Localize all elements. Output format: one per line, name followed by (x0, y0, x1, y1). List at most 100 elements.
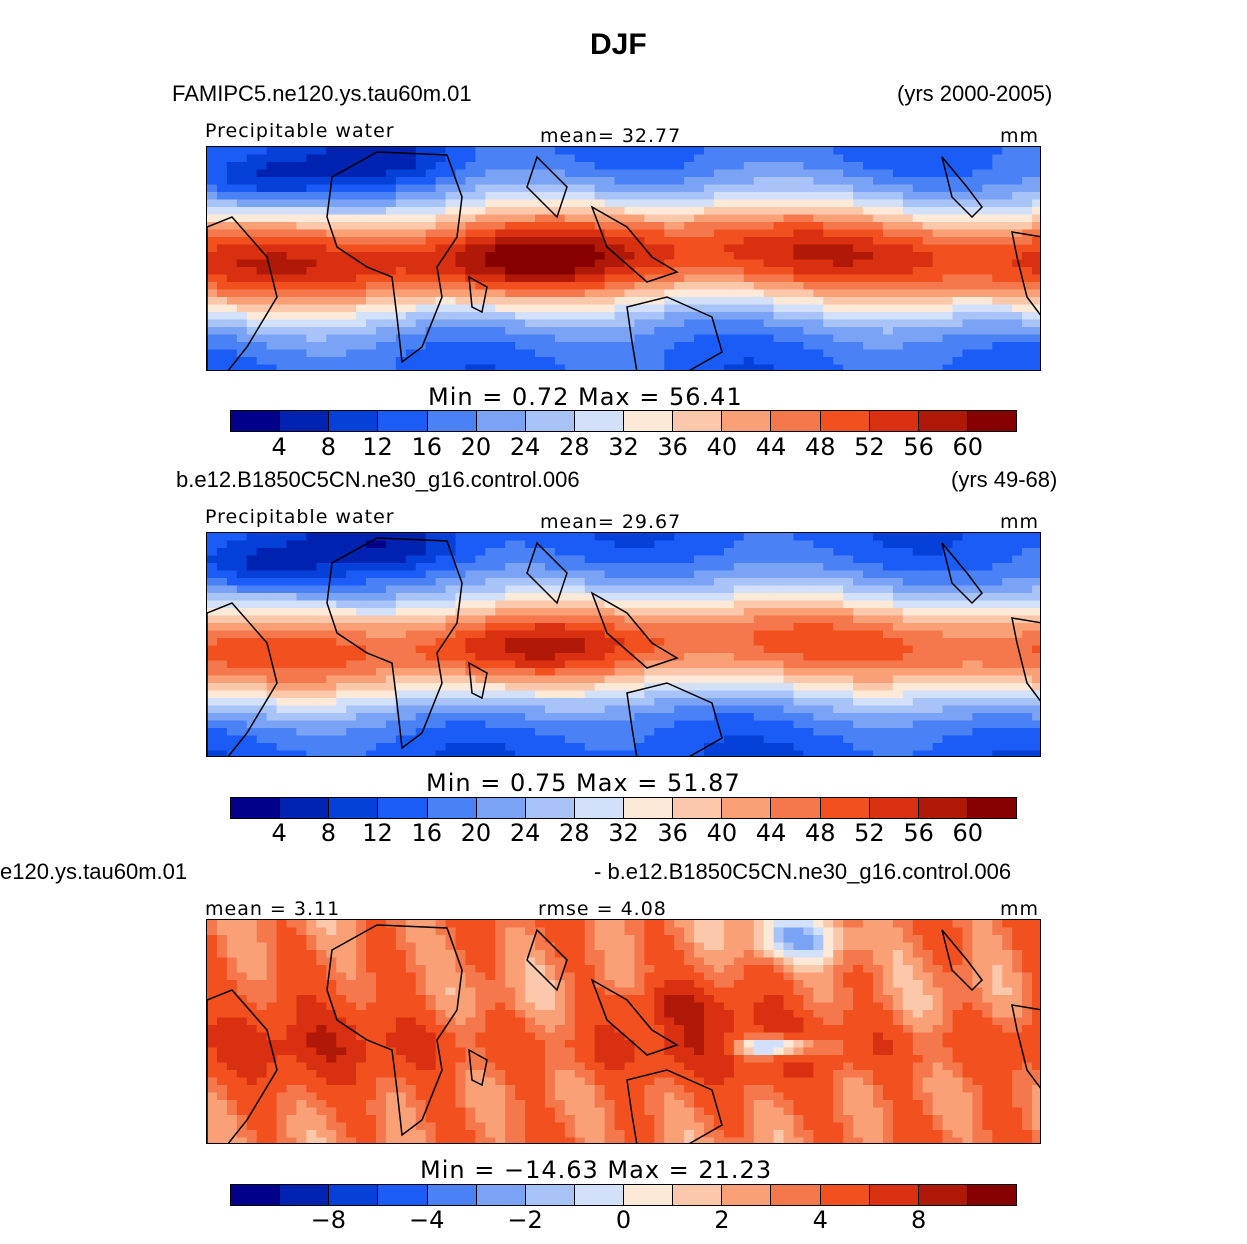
map-canvas (207, 147, 1040, 370)
colorbar-tick-label: 28 (559, 433, 590, 461)
colorbar-swatch (722, 1185, 772, 1205)
colorbar-swatch (525, 798, 575, 818)
colorbar-swatch (722, 411, 772, 431)
map-canvas (207, 920, 1040, 1143)
map-panel-model1 (206, 146, 1041, 371)
coastline (326, 151, 463, 364)
colorbar-tick-label: 56 (903, 433, 934, 461)
colorbar-swatch (967, 798, 1016, 818)
colorbar-swatch (476, 798, 526, 818)
colorbar-tick-label: 32 (608, 433, 639, 461)
colorbar-ticks: 4 8 12 16 20 24 28 32 36 40 44 48 52 56 60 (0, 819, 1247, 849)
colorbar-swatch (820, 798, 870, 818)
coastline (941, 542, 983, 605)
coastline (207, 989, 278, 1143)
colorbar-swatch (378, 1185, 428, 1205)
coastline (590, 978, 679, 1056)
coastline (526, 928, 568, 992)
map-canvas (207, 533, 1040, 756)
colorbar-tick-label: 0 (615, 1206, 632, 1234)
coastline (941, 156, 983, 219)
case-name-right: - b.e12.B1850C5CN.ne30_g16.control.006 (594, 859, 1012, 884)
minmax-stats: Min = −14.63 Max = 21.23 (420, 1156, 773, 1184)
colorbar-swatch (869, 798, 919, 818)
coastline (1011, 1004, 1040, 1089)
map-panel-difference (206, 919, 1041, 1144)
colorbar-tick-label: 20 (460, 433, 492, 461)
coastline (468, 275, 488, 314)
colorbar-swatch (280, 798, 330, 818)
colorbar-swatch (574, 1185, 624, 1205)
colorbar-swatch (231, 411, 281, 431)
colorbar-swatch (771, 798, 821, 818)
colorbar-swatch (624, 1185, 674, 1205)
colorbar-swatch (378, 411, 428, 431)
colorbar-swatch (525, 411, 575, 431)
colorbar-tick-label: 16 (411, 819, 443, 847)
case-name-left: FAMIPC5.ne120.ys.tau60m.01 (172, 81, 472, 106)
case-years-right: (yrs 2000-2005) (897, 81, 1053, 106)
colorbar-swatch (820, 1185, 870, 1205)
colorbar-tick-label: 32 (608, 819, 639, 847)
rmse-label: rmse = 4.08 (538, 898, 667, 920)
coastline (626, 1069, 723, 1143)
colorbar-swatch (280, 1185, 330, 1205)
colorbar-tick-label: 20 (460, 819, 492, 847)
colorbar-tick-label: 12 (362, 433, 393, 461)
colorbar-swatch (918, 1185, 968, 1205)
variable-label: Precipitable water (205, 506, 395, 528)
colorbar-swatch (231, 1185, 281, 1205)
colorbar-ticks: 4 8 12 16 20 24 28 32 36 40 44 48 52 56 60 (0, 433, 1247, 463)
colorbar-tick-label: 36 (657, 433, 688, 461)
colorbar (230, 1184, 1017, 1206)
colorbar-swatch (427, 1185, 477, 1205)
colorbar-tick-label: −2 (507, 1206, 543, 1234)
colorbar-swatch (427, 411, 477, 431)
colorbar-tick-label: 28 (559, 819, 590, 847)
coastline (326, 924, 463, 1137)
colorbar-swatch (820, 411, 870, 431)
colorbar-tick-label: 4 (271, 819, 287, 847)
colorbar-swatch (673, 411, 723, 431)
colorbar-swatch (525, 1185, 575, 1205)
mean-label: mean= 29.67 (540, 511, 682, 533)
colorbar-swatch (476, 1185, 526, 1205)
colorbar-swatch (771, 411, 821, 431)
colorbar-swatch (329, 411, 379, 431)
colorbar-swatch (722, 798, 772, 818)
colorbar-tick-label: 16 (411, 433, 443, 461)
figure-title: DJF (590, 28, 647, 61)
colorbar-tick-label: 2 (714, 1206, 730, 1234)
colorbar-ticks: −8 −4 −2 0 2 4 8 (0, 1206, 1247, 1236)
coastline (526, 155, 568, 219)
coastline (526, 541, 568, 605)
case-years-right: (yrs 49-68) (951, 467, 1058, 492)
colorbar-swatch (280, 411, 330, 431)
mean-label: mean= 32.77 (540, 125, 682, 147)
colorbar-tick-label: 60 (952, 819, 984, 847)
colorbar-tick-label: 8 (320, 433, 337, 461)
colorbar-tick-label: 48 (804, 819, 836, 847)
case-name-left: b.e12.B1850C5CN.ne30_g16.control.006 (176, 467, 580, 492)
colorbar-tick-label: 12 (362, 819, 393, 847)
colorbar-swatch (673, 1185, 723, 1205)
colorbar-swatch (673, 798, 723, 818)
colorbar-tick-label: 4 (271, 433, 287, 461)
coastline (468, 1048, 488, 1087)
colorbar-tick-label: 48 (804, 433, 836, 461)
mean-label: mean = 3.11 (205, 898, 341, 920)
colorbar-swatch (918, 411, 968, 431)
coastline (1011, 231, 1040, 316)
colorbar-swatch (329, 1185, 379, 1205)
colorbar-tick-label: 40 (706, 819, 738, 847)
units-label: mm (1000, 511, 1040, 533)
units-label: mm (1000, 898, 1040, 920)
colorbar-tick-label: 24 (509, 819, 541, 847)
colorbar-swatch (574, 798, 624, 818)
colorbar-tick-label: 40 (706, 433, 738, 461)
colorbar-swatch (918, 798, 968, 818)
variable-label: Precipitable water (205, 120, 395, 142)
colorbar-swatch (967, 411, 1016, 431)
colorbar-swatch (624, 411, 674, 431)
minmax-stats: Min = 0.75 Max = 51.87 (426, 769, 741, 797)
